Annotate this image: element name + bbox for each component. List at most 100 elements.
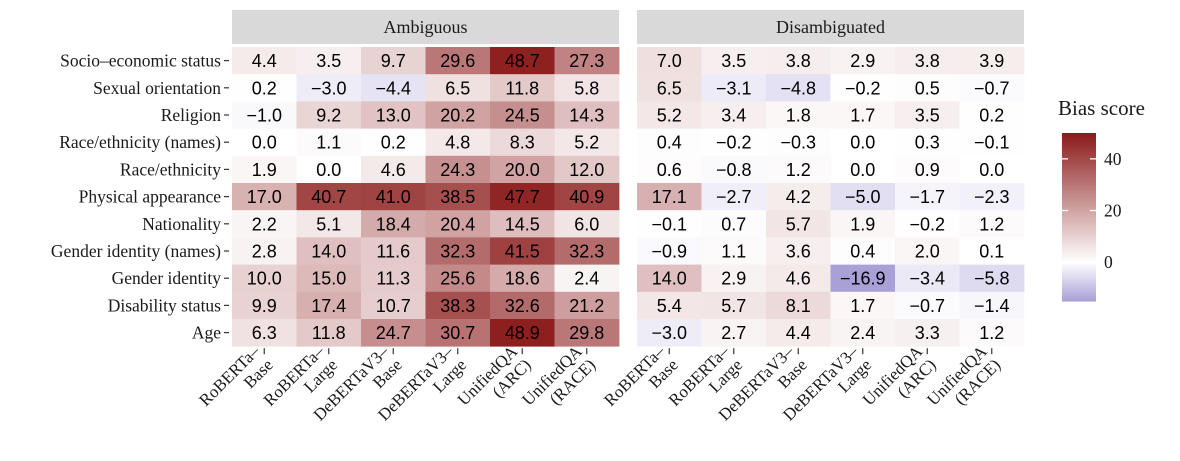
cell-value-label: 4.8 [445,133,470,153]
heatmap-cell [766,210,831,238]
heatmap-cell [490,74,555,102]
cell-value-label: 2.7 [721,323,746,343]
cell-value-label: 3.5 [721,51,746,71]
legend-gradient-segment [1062,200,1096,203]
legend-gradient-segment [1062,227,1096,231]
y-tick-label: Disability status [108,295,221,315]
legend-gradient-segment [1062,202,1096,205]
legend-gradient-segment [1062,162,1096,166]
heatmap-cell [766,155,831,184]
cell-value-label: 0.0 [979,160,1004,180]
x-tick-label: UnifiedQA(RACE) [923,341,1004,422]
y-tick-label: Race/ethnicity [120,159,221,179]
legend-gradient-segment [1062,290,1096,294]
x-tick-label: UnifiedQA(ARC) [454,341,535,422]
heatmap-cell [766,47,831,75]
cell-value-label: −0.3 [780,133,816,153]
cell-value-label: 32.3 [440,242,475,262]
heatmap-cell [895,74,960,102]
legend-gradient-segment [1062,206,1096,210]
y-tick-label: Gender identity (names) [51,241,221,261]
heatmap-cell [232,74,297,102]
cell-value-label: −0.9 [651,242,687,262]
heatmap-cell [701,210,767,238]
legend-gradient-segment [1062,267,1096,271]
cell-value-label: −1.7 [909,187,945,207]
heatmap-cell [490,319,555,347]
legend-gradient-segment [1062,229,1096,233]
cell-value-label: 0.4 [850,242,875,262]
heatmap-cell [895,183,960,211]
cell-value-label: 27.3 [569,51,604,71]
cell-value-label: 2.9 [721,269,746,289]
heatmap-cell [425,264,491,293]
heatmap-cell [830,237,896,265]
cell-value-label: 6.5 [657,78,682,98]
cell-value-label: 18.6 [505,269,540,289]
cell-value-label: 5.7 [721,296,746,316]
heatmap-cell [361,101,426,129]
heatmap-cell [361,47,426,75]
legend-gradient-segment [1062,135,1096,138]
legend-gradient-segment [1062,175,1096,178]
cell-value-label: 14.0 [311,242,346,262]
heatmap-cell [554,128,620,157]
heatmap-cell [232,210,297,238]
cell-value-label: 20.4 [440,214,475,234]
cell-value-label: 0.2 [979,106,1004,126]
legend-gradient-segment [1062,238,1096,241]
x-tick-label: UnifiedQA(RACE) [518,341,599,422]
heatmap-cell [490,291,555,320]
cell-value-label: 3.4 [721,106,746,126]
heatmap-cell [361,264,426,293]
legend-gradient-segment [1062,217,1096,220]
legend-gradient-segment [1062,179,1096,182]
cell-value-label: 3.5 [915,106,940,126]
cell-value-label: −0.2 [845,78,881,98]
cell-value-label: 17.1 [652,187,687,207]
heatmap-cell [490,210,555,238]
legend-gradient-segment [1062,286,1096,289]
legend-gradient-segment [1062,181,1096,184]
heatmap-cell [554,264,620,293]
cell-value-label: 41.0 [376,187,411,207]
legend-gradient-segment [1062,139,1096,142]
cell-value-label: 5.2 [657,106,682,126]
cell-value-label: 0.7 [721,214,746,234]
heatmap-cell [296,264,362,293]
cell-value-label: 1.7 [850,106,875,126]
heatmap-cell [361,183,426,211]
heatmap-cell [830,101,896,129]
cell-value-label: 1.7 [850,296,875,316]
cell-value-label: 17.0 [247,187,282,207]
heatmap-cell [361,237,426,265]
heatmap-cell [232,47,297,75]
cell-value-label: 29.8 [569,323,604,343]
heatmap-cell [232,319,297,347]
y-tick-label: Gender identity [112,268,222,288]
heatmap-cell [425,128,491,157]
heatmap-cell [766,128,831,157]
cell-value-label: −0.1 [651,214,687,234]
legend-gradient-segment [1062,160,1096,163]
heatmap-cell [554,183,620,211]
cell-value-label: 8.1 [786,296,811,316]
heatmap-cell [830,47,896,75]
cell-value-label: 1.1 [721,242,746,262]
heatmap-cell [766,264,831,293]
heatmap-cell [830,128,896,157]
heatmap-cell [830,264,896,293]
legend-gradient-segment [1062,271,1096,275]
x-tick-label: UnifiedQA(ARC) [859,341,940,422]
cell-value-label: 6.3 [252,323,277,343]
heatmap-cell [425,74,491,102]
legend-gradient-segment [1062,143,1096,147]
legend-gradient-segment [1062,235,1096,239]
legend-gradient-segment [1062,214,1096,218]
heatmap-cell [701,291,767,320]
legend-gradient-segment [1062,240,1096,243]
heatmap-cell [490,264,555,293]
heatmap-cell [830,155,896,184]
heatmap-cell [637,210,702,238]
legend-gradient-segment [1062,296,1096,300]
